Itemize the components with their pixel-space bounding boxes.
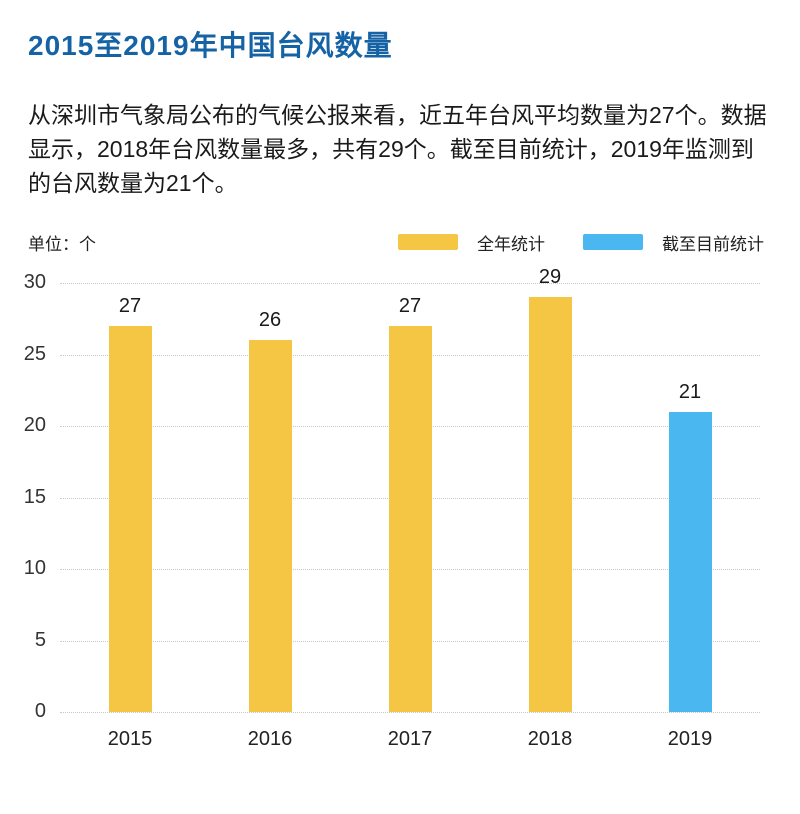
x-axis-label-2016: 2016 — [247, 728, 293, 750]
bar-2015 — [108, 325, 152, 712]
legend: 全年统计 截至目前统计 — [398, 230, 764, 255]
y-axis-tick-15: 15 — [23, 485, 46, 508]
y-axis-tick-20: 20 — [23, 414, 46, 437]
bar-value-2016: 26 — [258, 309, 282, 332]
page-title: 2015至2019年中国台风数量 — [28, 30, 393, 61]
x-axis-label-2017: 2017 — [387, 728, 433, 750]
bar-2017 — [388, 325, 432, 712]
gridline-0 — [60, 712, 760, 713]
unit-label: 单位：个 — [28, 234, 96, 254]
legend-item-annual: 全年统计 — [398, 230, 545, 255]
bar-value-2018: 29 — [538, 266, 562, 289]
legend-label-annual: 全年统计 — [477, 234, 545, 254]
y-axis-tick-25: 25 — [23, 342, 46, 365]
legend-swatch-todate — [583, 234, 643, 250]
x-axis-label-2019: 2019 — [667, 728, 713, 750]
legend-item-todate: 截至目前统计 — [583, 230, 764, 255]
bar-2018 — [528, 297, 572, 712]
x-axis-label-2018: 2018 — [527, 728, 573, 750]
y-axis-tick-10: 10 — [23, 557, 46, 580]
bar-value-2017: 27 — [398, 294, 422, 317]
bar-value-2015: 27 — [118, 294, 142, 317]
legend-swatch-annual — [398, 234, 458, 250]
infographic-page: 2015至2019年中国台风数量 从深圳市气象局公布的气候公报来看，近五年台风平… — [0, 30, 800, 814]
y-axis-tick-5: 5 — [34, 628, 46, 651]
bar-2016 — [248, 340, 292, 712]
y-axis-tick-30: 30 — [23, 271, 46, 294]
legend-label-todate: 截至目前统计 — [662, 234, 764, 254]
bar-2019 — [668, 411, 712, 712]
y-axis-tick-0: 0 — [34, 700, 46, 723]
plot-area: 0 5 10 15 20 25 30 27 2015 26 2016 27 2017 29 2018 21 20… — [24, 266, 760, 750]
bar-chart: 0 5 10 15 20 25 30 27 2015 26 2016 27 2017 29 2018 21 20… — [24, 260, 772, 760]
bar-value-2019: 21 — [678, 380, 702, 403]
chart-header: 单位：个 全年统计 截至目前统计 — [28, 230, 772, 255]
x-axis-label-2015: 2015 — [107, 728, 153, 750]
description-text: 从深圳市气象局公布的气候公报来看，近五年台风平均数量为27个。数据显示，2018… — [28, 102, 767, 196]
gridline-30 — [60, 283, 760, 284]
